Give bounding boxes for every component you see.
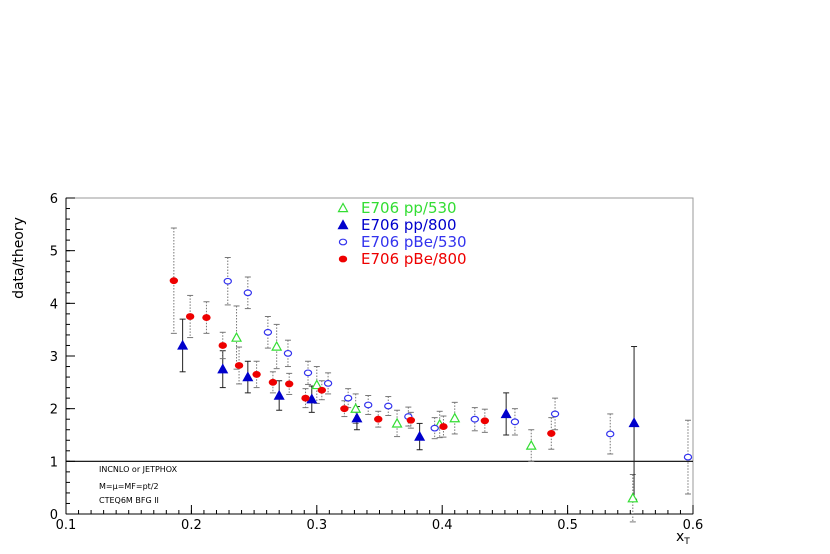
x-tick-label: 0.3 [306, 518, 327, 533]
data-markers [169, 277, 693, 503]
data-point-series-4 [317, 386, 327, 394]
data-point-series-1 [449, 412, 461, 423]
data-point-series-3 [243, 289, 253, 297]
x-axis-title-sub: T [683, 537, 690, 547]
data-point-series-2 [500, 408, 512, 419]
y-tick-label: 0 [50, 508, 58, 523]
y-tick-label: 4 [50, 297, 58, 312]
data-point-series-1 [231, 331, 243, 342]
legend-label-4: E706 pBe/800 [361, 250, 467, 268]
annotation-pdf: CTEQ6M BFG II [99, 496, 159, 505]
data-point-series-3 [470, 415, 480, 423]
legend-marker-4 [338, 255, 348, 263]
y-tick-label: 1 [50, 455, 58, 470]
data-point-series-1 [525, 439, 537, 450]
data-point-series-3 [606, 430, 615, 438]
data-point-series-3 [303, 369, 313, 377]
data-point-series-1 [627, 492, 639, 503]
data-point-series-4 [480, 417, 490, 425]
data-point-series-2 [414, 430, 426, 441]
data-point-series-3 [343, 394, 353, 402]
data-point-series-1 [311, 379, 323, 390]
data-point-series-3 [223, 277, 232, 285]
x-axis-title-main: x [676, 529, 684, 545]
data-point-series-3 [364, 401, 373, 409]
data-point-series-3 [323, 379, 333, 387]
data-point-series-3 [510, 418, 520, 426]
x-tick-label: 0.4 [432, 518, 453, 533]
data-point-series-4 [268, 378, 278, 386]
y-tick-label: 2 [50, 403, 58, 418]
legend-label-2: E706 pp/800 [361, 216, 457, 234]
data-point-series-3 [283, 349, 293, 357]
legend-label-3: E706 pBe/530 [361, 233, 467, 251]
x-tick-label: 0.6 [683, 518, 704, 533]
x-axis-title: xT [676, 529, 690, 547]
data-point-series-2 [177, 339, 189, 350]
data-point-series-2 [351, 412, 363, 423]
data-point-series-4 [340, 405, 349, 413]
data-point-series-2 [217, 363, 229, 374]
data-point-series-1 [350, 402, 362, 413]
axis-ticks: 0.1 0.2 0.3 0.4 0.5 0.6 0 1 2 3 4 5 6 [50, 192, 704, 533]
x-tick-label: 0.2 [181, 518, 202, 533]
y-axis-title: data/theory [11, 217, 27, 299]
y-tick-label: 3 [50, 350, 58, 365]
data-point-series-4 [406, 416, 416, 424]
data-point-series-4 [285, 380, 294, 388]
data-point-series-3 [430, 424, 439, 432]
legend-marker-2 [337, 219, 349, 230]
data-point-series-3 [384, 402, 393, 410]
data-point-series-3 [550, 410, 560, 418]
data-point-series-2 [242, 371, 254, 382]
data-point-series-1 [391, 417, 403, 428]
data-point-series-4 [218, 342, 227, 349]
y-tick-label: 5 [50, 245, 58, 260]
legend-label-1: E706 pp/530 [361, 199, 457, 217]
data-point-series-3 [263, 328, 273, 336]
data-point-series-4 [169, 277, 179, 285]
annotation-scale: M=μ=MF=pt/2 [99, 482, 159, 491]
x-tick-label: 0.5 [557, 518, 578, 533]
legend-marker-1 [337, 202, 349, 213]
y-tick-label: 6 [50, 192, 58, 207]
data-point-series-4 [374, 415, 383, 423]
data-point-series-4 [202, 314, 211, 321]
data-point-series-2 [273, 389, 285, 400]
data-point-series-4 [185, 313, 195, 320]
data-point-series-4 [234, 362, 244, 369]
data-point-series-4 [439, 423, 448, 430]
data-point-series-1 [271, 340, 283, 351]
data-point-series-4 [547, 430, 556, 437]
data-point-series-2 [628, 417, 640, 428]
data-point-series-4 [252, 371, 261, 378]
annotation-generator: INCNLO or JETPHOX [99, 465, 178, 474]
legend-marker-3 [338, 238, 348, 246]
x-tick-label: 0.1 [56, 518, 77, 533]
data-point-series-4 [301, 394, 310, 402]
data-point-series-3 [683, 453, 693, 461]
